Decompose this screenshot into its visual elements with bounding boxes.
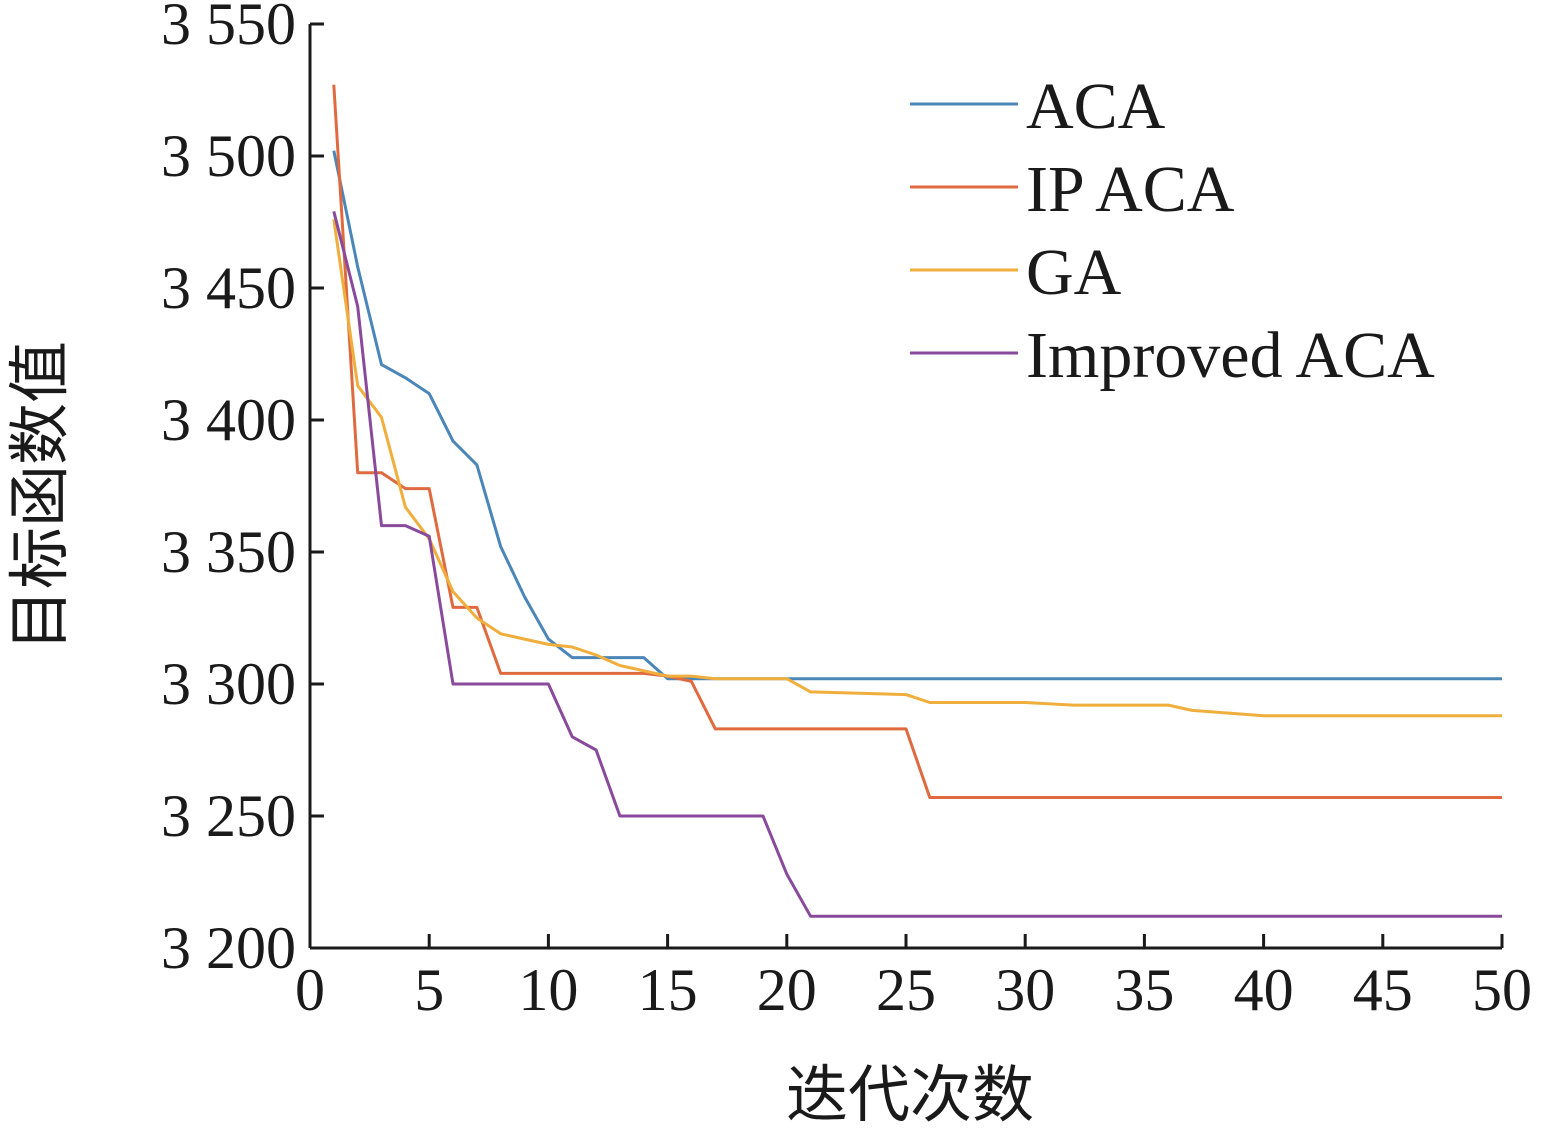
y-tick-label: 3 450: [161, 255, 296, 321]
series-layer: [332, 84, 1502, 918]
y-tick-label: 3 500: [161, 123, 296, 189]
x-tick-label: 30: [995, 957, 1055, 1023]
x-ticks: 0 5 10 15 20 25 30 35 40 45 50: [295, 934, 1532, 1023]
x-tick-label: 20: [757, 957, 817, 1023]
x-tick-label: 25: [876, 957, 936, 1023]
legend-label: Improved ACA: [1026, 319, 1435, 392]
axes: 3 200 3 250 3 300 3 350 3 400 3 450 3 500 3 550…: [161, 0, 1532, 1023]
x-tick-label: 45: [1353, 957, 1413, 1023]
x-tick-label: 10: [518, 957, 578, 1023]
x-tick-label: 40: [1234, 957, 1294, 1023]
legend-label: IP ACA: [1026, 153, 1235, 226]
y-tick-label: 3 200: [161, 915, 296, 981]
y-tick-label: 3 250: [161, 783, 296, 849]
y-tick-label: 3 350: [161, 519, 296, 585]
x-tick-label: 5: [414, 957, 444, 1023]
x-tick-label: 0: [295, 957, 325, 1023]
y-tick-label: 3 400: [161, 387, 296, 453]
y-tick-label: 3 550: [161, 0, 296, 57]
x-axis-title: 迭代次数: [786, 1058, 1034, 1131]
legend: ACA IP ACA GA Improved ACA: [910, 70, 1435, 392]
legend-label: GA: [1026, 236, 1122, 309]
y-ticks: 3 200 3 250 3 300 3 350 3 400 3 450 3 500 3 550: [161, 0, 324, 981]
series-line: [332, 211, 1502, 918]
y-tick-label: 3 300: [161, 651, 296, 717]
y-axis-title: 目标函数值: [3, 341, 76, 651]
x-tick-label: 50: [1472, 957, 1532, 1023]
series-line: [332, 84, 1502, 799]
series-line: [332, 150, 1502, 681]
series-line: [332, 219, 1502, 718]
x-tick-label: 15: [638, 957, 698, 1023]
x-tick-label: 35: [1114, 957, 1174, 1023]
legend-label: ACA: [1026, 70, 1166, 143]
